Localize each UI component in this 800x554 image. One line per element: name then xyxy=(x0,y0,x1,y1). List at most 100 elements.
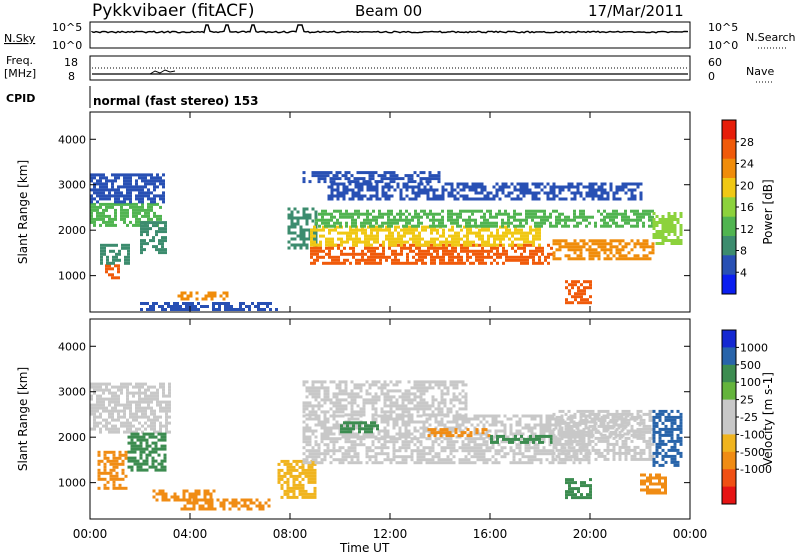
nsearch-max-label: 10^5 xyxy=(708,21,738,34)
velocity-cell xyxy=(454,428,458,432)
power-cell xyxy=(162,182,165,186)
velocity-cell xyxy=(590,429,594,433)
power-cell xyxy=(442,258,445,262)
power-cell xyxy=(577,286,580,290)
power-cell xyxy=(571,283,574,287)
velocity-cell xyxy=(126,394,129,398)
power-cell xyxy=(460,237,463,241)
power-cell xyxy=(492,224,495,228)
cpid-value: normal (fast stereo) 153 xyxy=(93,94,259,108)
power-cell xyxy=(552,257,556,261)
power-cell xyxy=(603,218,606,222)
power-cell xyxy=(465,182,469,186)
velocity-cell xyxy=(392,449,396,453)
power-cell xyxy=(396,185,400,189)
power-cell xyxy=(102,173,105,177)
velocity-cell xyxy=(310,492,314,496)
velocity-cell xyxy=(527,426,531,430)
velocity-cell xyxy=(332,449,336,453)
velocity-cell xyxy=(422,435,426,439)
power-cell xyxy=(621,188,625,192)
velocity-cell xyxy=(289,471,293,475)
power-cell xyxy=(537,191,541,195)
velocity-cell xyxy=(614,423,618,427)
velocity-cell xyxy=(437,443,441,447)
velocity-cell xyxy=(323,410,327,414)
power-cell xyxy=(450,185,454,189)
velocity-cell xyxy=(96,400,99,404)
power-cell xyxy=(346,258,349,262)
velocity-cell xyxy=(558,448,562,452)
velocity-cell xyxy=(120,382,123,386)
power-cell xyxy=(564,242,568,246)
power-cell xyxy=(387,221,390,225)
power-cell xyxy=(150,200,153,204)
velocity-cell xyxy=(347,395,351,399)
velocity-cell xyxy=(476,455,480,459)
power-cell xyxy=(362,177,366,181)
power-cell xyxy=(127,249,130,253)
power-cell xyxy=(621,245,625,249)
power-cell xyxy=(661,221,665,224)
power-cell xyxy=(141,179,144,183)
power-cell xyxy=(505,252,508,256)
power-cell xyxy=(406,231,409,235)
power-cell xyxy=(308,180,312,184)
velocity-cell xyxy=(151,441,155,445)
power-cell xyxy=(412,231,415,235)
power-ytick-label: 2000 xyxy=(58,224,86,237)
power-cell xyxy=(532,228,535,232)
velocity-cell xyxy=(93,382,96,386)
velocity-cell xyxy=(503,423,507,427)
velocity-cell xyxy=(419,401,423,405)
velocity-cell xyxy=(126,397,129,401)
power-cell xyxy=(600,194,604,198)
velocity-cell xyxy=(141,382,144,386)
power-cell xyxy=(210,294,214,298)
velocity-cell xyxy=(302,440,306,444)
power-cell xyxy=(405,221,408,225)
velocity-cell xyxy=(338,410,342,414)
power-cell xyxy=(381,188,385,192)
velocity-cell xyxy=(349,427,352,431)
velocity-cell xyxy=(135,382,138,386)
velocity-cell xyxy=(255,504,259,508)
velocity-cell xyxy=(323,413,327,417)
power-cell xyxy=(325,240,328,244)
power-cell xyxy=(462,218,465,222)
power-cell xyxy=(474,221,477,225)
velocity-cell xyxy=(398,429,402,433)
power-cell xyxy=(501,188,505,192)
velocity-cell xyxy=(130,447,134,451)
power-cell xyxy=(670,227,674,230)
velocity-cell xyxy=(151,462,155,466)
power-cell xyxy=(321,218,324,222)
power-cell xyxy=(331,255,334,259)
power-cell xyxy=(441,209,444,213)
velocity-cell xyxy=(329,429,333,433)
power-cell xyxy=(591,191,595,195)
power-cell xyxy=(159,217,162,221)
power-cell xyxy=(564,185,568,189)
velocity-cell xyxy=(323,386,327,390)
power-cell xyxy=(400,249,403,253)
velocity-cell xyxy=(500,423,504,427)
velocity-cell xyxy=(341,380,345,384)
velocity-cell xyxy=(93,421,96,425)
power-cell xyxy=(636,242,640,246)
velocity-cell xyxy=(587,458,591,462)
velocity-cell xyxy=(386,452,390,456)
velocity-cell xyxy=(222,501,226,505)
velocity-cell xyxy=(350,458,354,462)
velocity-cell xyxy=(602,429,606,433)
power-cell xyxy=(251,302,254,305)
beam-label: Beam 00 xyxy=(355,2,422,20)
velocity-cell xyxy=(448,431,452,435)
power-cell xyxy=(379,243,382,247)
velocity-cell xyxy=(341,432,345,436)
power-cell xyxy=(394,240,397,244)
power-cell xyxy=(468,224,471,228)
power-cell xyxy=(417,194,421,198)
velocity-cell xyxy=(479,420,483,424)
velocity-cell xyxy=(481,428,485,432)
